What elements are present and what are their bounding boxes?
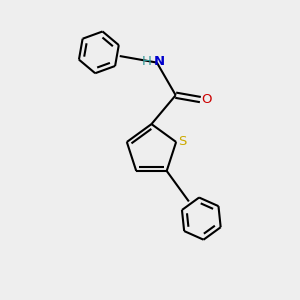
Text: H: H [142, 55, 152, 68]
Text: N: N [154, 55, 165, 68]
Text: S: S [178, 136, 187, 148]
Text: O: O [202, 93, 212, 106]
